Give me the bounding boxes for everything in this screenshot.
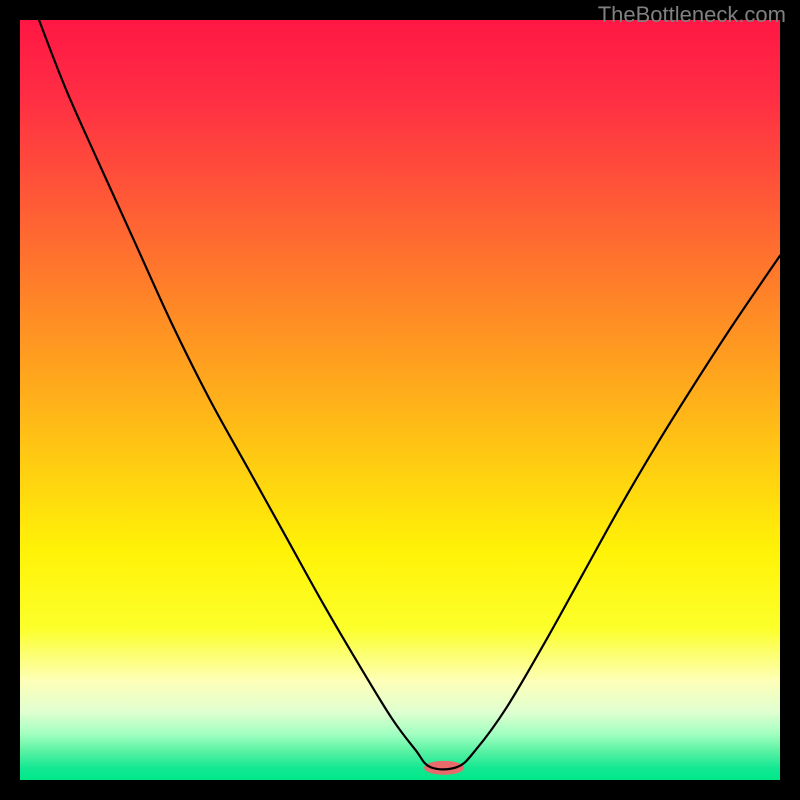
gradient-background xyxy=(20,20,780,780)
watermark-text: TheBottleneck.com xyxy=(598,2,786,28)
chart-container: TheBottleneck.com xyxy=(0,0,800,800)
plot-area xyxy=(20,20,780,780)
plot-svg xyxy=(20,20,780,780)
